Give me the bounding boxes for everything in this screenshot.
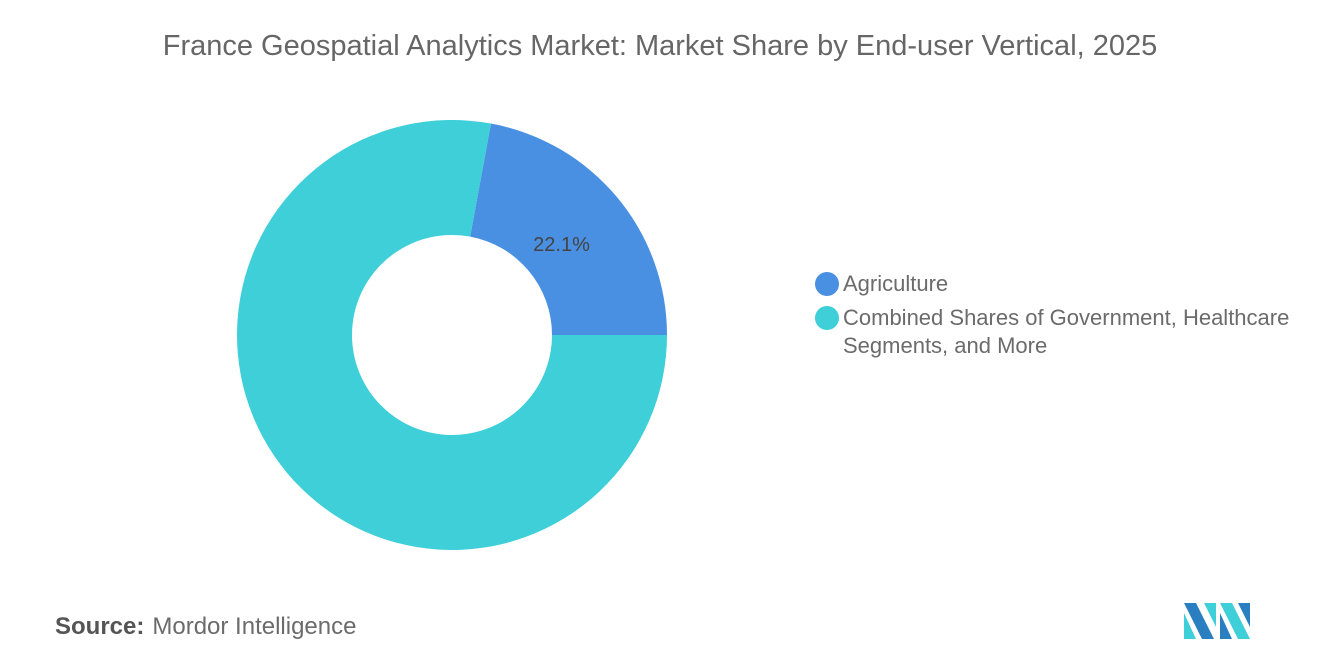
donut-slice-0[interactable] [470, 123, 667, 335]
legend-swatch [815, 272, 839, 296]
legend-item-combined[interactable]: Combined Shares of Government, Healthcar… [815, 304, 1313, 360]
donut-slice-1[interactable] [237, 120, 667, 551]
legend-item-agriculture[interactable]: Agriculture [815, 270, 1313, 298]
legend-label: Agriculture [843, 271, 949, 296]
legend: Agriculture Combined Shares of Governmen… [815, 270, 1313, 366]
legend-swatch [815, 306, 839, 330]
source-value: Mordor Intelligence [152, 613, 357, 640]
source: Source: Mordor Intelligence [55, 613, 356, 641]
source-label: Source: [55, 613, 145, 640]
mordor-logo [1184, 603, 1250, 639]
data-label: 22.1% [533, 234, 590, 256]
legend-label: Combined Shares of Government, Healthcar… [843, 305, 1290, 358]
chart-title: France Geospatial Analytics Market: Mark… [162, 30, 1158, 62]
